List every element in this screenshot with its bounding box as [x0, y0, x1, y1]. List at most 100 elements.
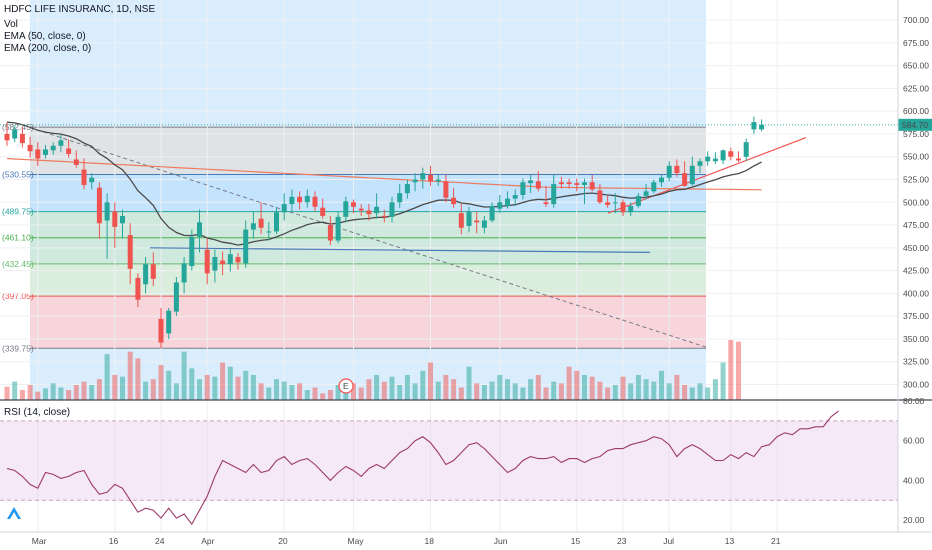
candle: [466, 206, 472, 233]
candle-body: [535, 181, 541, 189]
candle-body: [335, 216, 341, 241]
candle: [728, 147, 734, 161]
price-tick-label: 325.00: [903, 357, 929, 367]
candle: [327, 215, 333, 246]
volume-bar: [181, 351, 187, 400]
candle-body: [250, 223, 256, 230]
candle-body: [728, 151, 734, 157]
candle-body: [381, 215, 387, 217]
candle-body: [689, 165, 695, 185]
candle: [535, 171, 541, 192]
candle-body: [274, 212, 279, 232]
candle-body: [666, 165, 672, 178]
candle: [81, 158, 87, 190]
fibonacci-retracement[interactable]: (582.45) (530.55) (489.75) (461.10) (432.45)…: [2, 122, 706, 353]
rsi-legend[interactable]: RSI (14, close): [4, 407, 71, 418]
candle-body: [89, 177, 95, 183]
volume-bar: [19, 390, 25, 400]
candle: [250, 211, 256, 239]
candle-body: [266, 231, 272, 233]
candle: [320, 198, 326, 219]
candle: [50, 142, 56, 155]
candle-body: [428, 174, 433, 182]
candle-body: [235, 256, 241, 263]
volume-bar: [204, 375, 210, 400]
fib-zone: [30, 127, 706, 175]
candle-body: [759, 124, 765, 130]
indicator-ema200[interactable]: EMA (200, close, 0): [4, 43, 92, 54]
candle: [304, 189, 310, 208]
candle-body: [258, 218, 264, 228]
price-tick-label: 475.00: [903, 220, 929, 230]
volume-bar: [689, 387, 695, 400]
volume-bar: [651, 381, 657, 400]
candle-body: [166, 310, 172, 334]
volume-bar: [435, 381, 441, 400]
candle-body: [751, 122, 757, 130]
candle-body: [143, 264, 149, 285]
candle: [497, 194, 503, 214]
candle-body: [489, 205, 495, 221]
price-tick-label: 350.00: [903, 334, 929, 344]
candle: [66, 139, 72, 158]
drawing-lines[interactable]: [29, 127, 807, 348]
volume-bar: [266, 387, 272, 400]
volume-bars: [4, 340, 741, 400]
candle: [720, 149, 726, 165]
volume-bar: [682, 385, 688, 400]
candle: [150, 252, 156, 287]
tradingview-logo-icon: [7, 507, 21, 519]
time-tick-label: 15: [571, 536, 581, 546]
volume-bar: [243, 370, 249, 400]
volume-bar: [197, 379, 202, 400]
candle-body: [404, 184, 410, 194]
indicator-ema50[interactable]: EMA (50, close, 0): [4, 31, 86, 42]
candle: [58, 134, 64, 153]
volume-bar: [81, 381, 87, 400]
fib-level-label: (339.75): [2, 343, 34, 353]
support-line: [149, 247, 651, 253]
volume-bar: [674, 375, 680, 400]
candle: [458, 204, 464, 235]
volume-bar: [89, 385, 95, 400]
candle-body: [643, 191, 649, 196]
candle: [751, 116, 757, 134]
candle-body: [58, 140, 64, 146]
candle: [197, 209, 202, 253]
volume-bar: [705, 387, 711, 400]
candle: [428, 165, 433, 186]
candle-body: [481, 220, 487, 228]
candle-body: [50, 145, 56, 151]
candle-body: [212, 256, 218, 271]
price-tick-label: 600.00: [903, 106, 929, 116]
volume-bar: [212, 376, 218, 400]
volume-bar: [643, 379, 649, 400]
candle: [558, 176, 564, 189]
volume-bar: [381, 381, 387, 400]
volume-bar: [66, 390, 72, 400]
volume-bar: [297, 383, 303, 400]
fib-zone: [30, 237, 706, 264]
candle-body: [597, 190, 603, 203]
volume-bar: [443, 375, 449, 400]
time-tick-label: 13: [725, 536, 735, 546]
volume-bar: [543, 387, 549, 400]
candlesticks: [4, 116, 765, 349]
candle: [705, 151, 711, 166]
candle-body: [320, 207, 326, 216]
volume-bar: [166, 370, 172, 400]
volume-bar: [358, 387, 364, 400]
volume-bar: [574, 370, 580, 400]
candle-body: [312, 196, 318, 207]
candle: [682, 161, 688, 187]
indicator-vol[interactable]: Vol: [4, 19, 18, 30]
volume-bar: [327, 390, 333, 400]
grid-lines: [0, 0, 898, 532]
candle-body: [466, 211, 472, 226]
candle: [381, 209, 387, 223]
candle: [543, 185, 549, 207]
volume-bar: [143, 381, 149, 400]
candle-body: [343, 201, 349, 217]
